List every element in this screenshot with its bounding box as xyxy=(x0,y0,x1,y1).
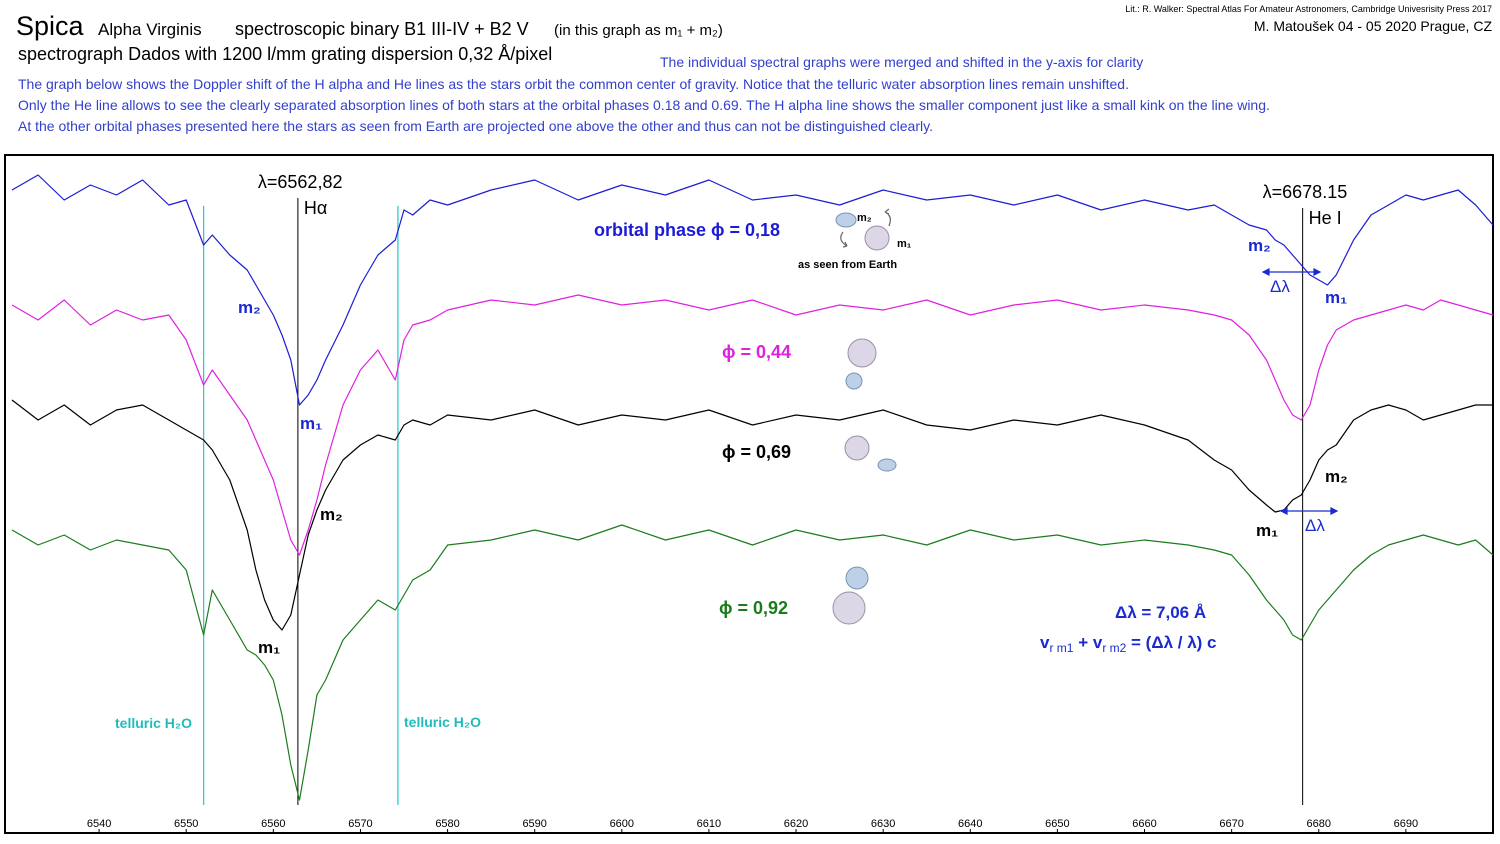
x-tick-label: 6660 xyxy=(1132,818,1156,830)
annotation: m₂ xyxy=(320,505,343,524)
plot-area: 6540 6550 6560 6570 6580 6590 6600 6610 6620 6630… xyxy=(11,172,1494,833)
x-tick-label: 6590 xyxy=(522,818,546,830)
spectrum-line xyxy=(11,524,1494,801)
x-tick-label: 6620 xyxy=(784,818,808,830)
x-tick-label: 6580 xyxy=(435,818,459,830)
delta-arrows xyxy=(1261,268,1339,515)
annotation: m₁ xyxy=(897,238,912,250)
annotation: m₂ xyxy=(238,298,261,317)
source: Lit.: R. Walker: Spectral Atlas For Amat… xyxy=(1125,4,1492,14)
formula-part: + v xyxy=(1073,633,1102,652)
x-tick-label: 6630 xyxy=(871,818,895,830)
reference-name: He I xyxy=(1309,208,1342,228)
formula-part: r m2 xyxy=(1102,641,1126,655)
annotation: m₁ xyxy=(1256,521,1278,540)
chart-title: Spica xyxy=(16,11,85,41)
series-label: orbital phase ϕ = 0,18 xyxy=(594,220,780,240)
formula-part: v xyxy=(1040,633,1050,652)
description: The graph below shows the Doppler shift … xyxy=(18,76,1129,92)
star-icons xyxy=(832,208,897,625)
reference-label: λ=6562,82 xyxy=(258,172,343,192)
annotation: m₂ xyxy=(1248,236,1271,255)
annotation: as seen from Earth xyxy=(798,259,897,271)
annotation: telluric H₂O xyxy=(404,714,481,730)
title-part: spectroscopic binary B1 III-IV + B2 V xyxy=(235,19,529,39)
description: At the other orbital phases presented he… xyxy=(18,118,933,134)
annotation: Δλ xyxy=(1305,516,1325,535)
spectrum-line xyxy=(11,399,1493,631)
annotation: m₁ xyxy=(258,638,280,657)
author: M. Matoušek 04 - 05 2020 Prague, CZ xyxy=(1254,18,1493,34)
series-label: ϕ = 0,44 xyxy=(722,342,791,362)
series-label: ϕ = 0,92 xyxy=(719,598,788,618)
annotation: m₂ xyxy=(1325,467,1348,486)
formula-part: = (Δλ / λ) c xyxy=(1126,633,1216,652)
annotation: m₂ xyxy=(857,212,872,224)
x-tick-label: 6550 xyxy=(174,818,198,830)
formula: vr m1 + vr m2 = (Δλ / λ) c xyxy=(1040,633,1216,655)
x-tick-label: 6570 xyxy=(348,818,372,830)
x-tick-label: 6560 xyxy=(261,818,285,830)
title-part: Alpha Virginis xyxy=(98,20,202,39)
annotation: m₁ xyxy=(1325,288,1347,307)
x-tick-label: 6640 xyxy=(958,818,982,830)
title-part: (in this graph as m₁ + m₂) xyxy=(554,22,723,39)
x-tick-label: 6670 xyxy=(1219,818,1243,830)
note: The individual spectral graphs were merg… xyxy=(660,54,1143,70)
x-tick-label: 6650 xyxy=(1045,818,1069,830)
annotation: telluric H₂O xyxy=(115,715,192,731)
spectrum-line xyxy=(11,174,1494,406)
formula-part: r m1 xyxy=(1049,641,1073,655)
annotation: Δλ = 7,06 Å xyxy=(1115,603,1206,622)
annotation: Δλ xyxy=(1270,277,1290,296)
description: Only the He line allows to see the clear… xyxy=(18,97,1270,113)
x-tick-label: 6610 xyxy=(697,818,721,830)
spectrum-line xyxy=(11,294,1494,556)
annotation: m₁ xyxy=(300,414,322,433)
x-tick-label: 6540 xyxy=(87,818,111,830)
reference-name: Hα xyxy=(304,198,327,218)
plot-frame xyxy=(4,154,1494,834)
x-tick-label: 6600 xyxy=(610,818,634,830)
reference-label: λ=6678.15 xyxy=(1263,182,1348,202)
series-label: ϕ = 0,69 xyxy=(722,442,791,462)
subtitle: spectrograph Dados with 1200 l/mm gratin… xyxy=(18,44,552,64)
x-tick-label: 6680 xyxy=(1307,818,1331,830)
x-tick-label: 6690 xyxy=(1394,818,1418,830)
